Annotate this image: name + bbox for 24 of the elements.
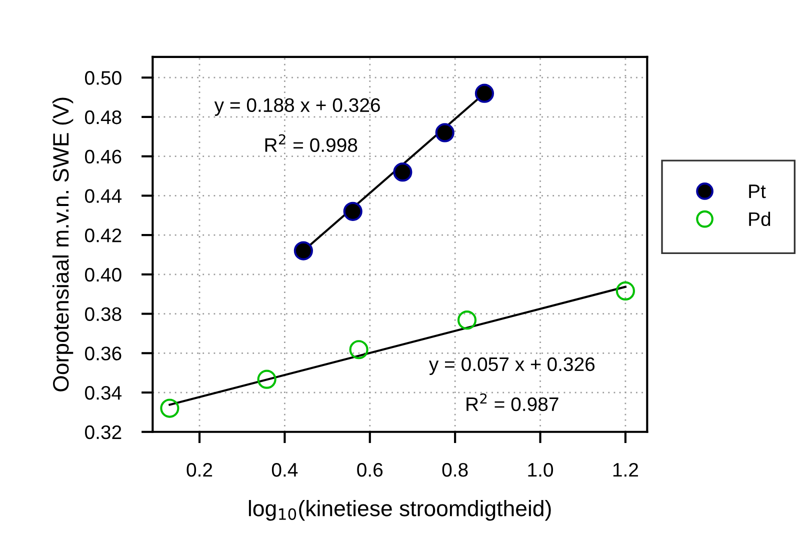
y-tick-label: 0.44 xyxy=(85,189,122,203)
y-tick-label: 0.32 xyxy=(85,425,122,440)
legend-label: Pt xyxy=(749,184,766,198)
y-tick-label: 0.46 xyxy=(85,150,122,164)
annotation: R$^{2}$ = 0.987 xyxy=(466,393,558,412)
y-tick-label: 0.40 xyxy=(85,268,122,282)
x-tick-label: 0.2 xyxy=(186,462,212,477)
legend-label: Pd xyxy=(749,212,770,226)
x-tick-label: 0.4 xyxy=(272,462,298,477)
x-axis-title: log$_{10}$(kinetiese stroomdigtheid) xyxy=(248,500,551,521)
y-axis-title: Oorpotensiaal m.v.n. SWE (V) xyxy=(52,98,74,392)
annotation: y = 0.188 x + 0.326 xyxy=(214,98,380,116)
y-tick-label: 0.50 xyxy=(85,71,122,85)
x-tick-label: 0.8 xyxy=(442,462,468,477)
y-tick-label: 0.48 xyxy=(85,110,122,124)
y-tick-label: 0.42 xyxy=(85,228,122,242)
annotation: R$^{2}$ = 0.998 xyxy=(265,134,358,152)
annotation: y = 0.057 x + 0.326 xyxy=(428,357,595,375)
y-tick-label: 0.38 xyxy=(85,307,122,322)
y-tick-label: 0.36 xyxy=(85,346,122,360)
x-tick-label: 1.0 xyxy=(528,462,554,477)
y-tick-label: 0.34 xyxy=(85,386,122,400)
x-tick-label: 1.2 xyxy=(613,462,638,477)
x-tick-label: 0.6 xyxy=(357,462,383,477)
